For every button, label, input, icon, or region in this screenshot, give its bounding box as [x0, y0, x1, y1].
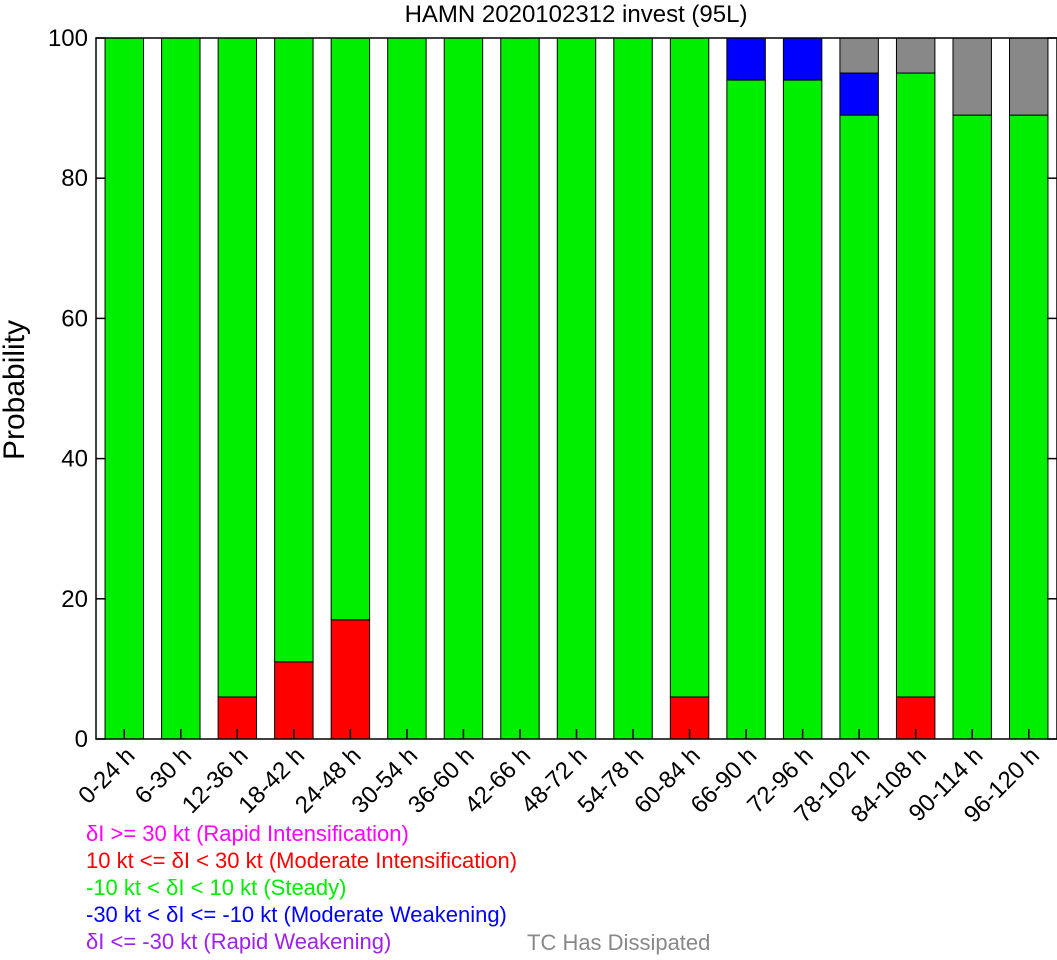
y-ticks-group: 0 20 40 60 80 100: [48, 25, 1057, 753]
bar-66-90-h-moderate-weakening: [726, 37, 766, 81]
bar-84-108-h-tc-has-dissipated: [895, 37, 936, 74]
bar-96-120-h-steady: [1009, 114, 1049, 740]
bars-group: [104, 37, 1049, 740]
bar-78-102-h-tc-has-dissipated: [839, 37, 879, 74]
x-ticks-group: 0-24 h6-30 h12-36 h18-42 h24-48 h30-54 h…: [73, 729, 1045, 828]
y-tick-label-0: 0: [75, 726, 88, 753]
y-tick-label-20: 20: [61, 586, 88, 613]
legend-moderate-intensification: 10 kt <= δI < 30 kt (Moderate Intensific…: [86, 848, 518, 873]
chart-title: HAMN 2020102312 invest (95L): [405, 1, 748, 28]
y-axis-label: Probability: [0, 320, 31, 460]
bar-66-90-h-steady: [726, 79, 766, 740]
bar-0-24-h-steady: [104, 37, 144, 740]
bar-6-30-h-steady: [161, 37, 201, 740]
bar-30-54-h-steady: [387, 37, 427, 740]
bar-36-60-h-steady: [443, 37, 484, 740]
legend-moderate-weakening: -30 kt < δI <= -10 kt (Moderate Weakenin…: [86, 902, 507, 927]
bar-18-42-h-moderate-intensification: [274, 661, 314, 740]
bar-78-102-h-steady: [839, 114, 879, 740]
bar-54-78-h-steady: [613, 37, 653, 740]
y-tick-label-80: 80: [61, 165, 88, 192]
bar-24-48-h-moderate-intensification: [330, 619, 371, 740]
bar-18-42-h-steady: [274, 37, 314, 663]
legend-dissipated: TC Has Dissipated: [527, 930, 711, 955]
bar-96-120-h-tc-has-dissipated: [1009, 37, 1049, 116]
bar-72-96-h-moderate-weakening: [782, 37, 823, 81]
y-tick-label-100: 100: [48, 25, 88, 52]
bar-24-48-h-steady: [330, 37, 371, 621]
legend-rapid-intensification: δI >= 30 kt (Rapid Intensification): [86, 821, 409, 846]
bar-90-114-h-steady: [952, 114, 992, 740]
bar-78-102-h-moderate-weakening: [839, 72, 879, 116]
bar-48-72-h-steady: [556, 37, 597, 740]
legend-rapid-weakening: δI <= -30 kt (Rapid Weakening): [86, 929, 392, 954]
y-tick-label-40: 40: [61, 446, 88, 473]
bar-42-66-h-steady: [500, 37, 540, 740]
legend: δI >= 30 kt (Rapid Intensification) 10 k…: [86, 820, 517, 955]
bar-84-108-h-steady: [895, 72, 936, 698]
y-tick-label-60: 60: [61, 305, 88, 332]
bar-12-36-h-steady: [217, 37, 258, 698]
bar-60-84-h-steady: [669, 37, 710, 698]
plot-frame: [95, 37, 1057, 740]
bar-72-96-h-steady: [782, 79, 823, 740]
legend-steady: -10 kt < δI < 10 kt (Steady): [86, 875, 347, 900]
bar-90-114-h-tc-has-dissipated: [952, 37, 992, 116]
